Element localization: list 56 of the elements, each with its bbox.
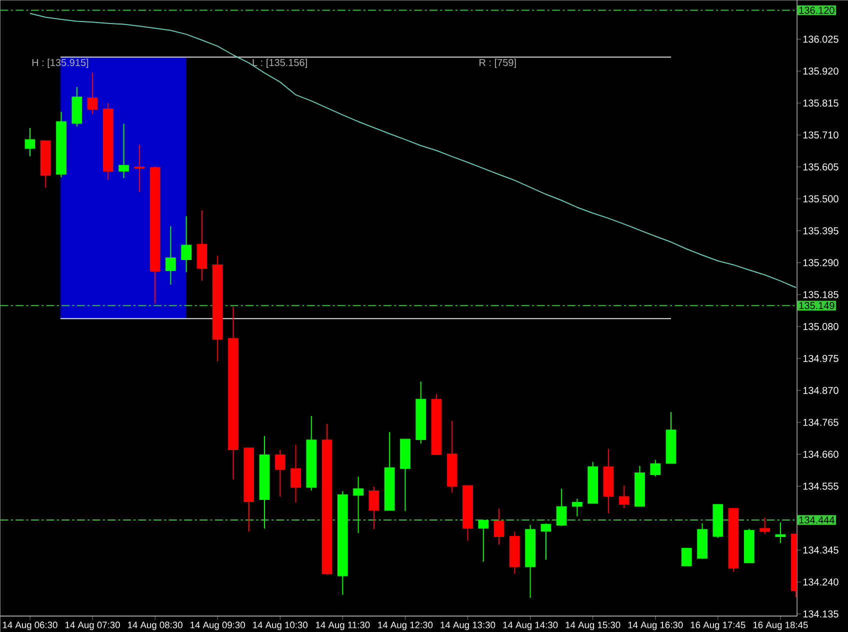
candlestick: [572, 498, 582, 517]
x-tick-label: 14 Aug 10:30: [253, 622, 308, 630]
y-tick-label: 134.555: [803, 482, 838, 490]
y-tick-label: 135.080: [803, 322, 838, 330]
x-tick-label: 14 Aug 08:30: [128, 622, 182, 630]
candlestick: [760, 517, 770, 534]
candlestick: [87, 72, 98, 114]
candlestick: [118, 123, 129, 179]
candlestick: [681, 548, 692, 566]
candlestick: [618, 485, 630, 509]
candlestick: [540, 522, 552, 560]
y-tick-label: 135.815: [803, 99, 838, 107]
y-tick-label: 135.500: [803, 195, 838, 202]
ref-line-label: 135.149: [799, 302, 834, 310]
x-tick-label: 14 Aug 13:30: [440, 622, 496, 630]
annotation: R : [759]: [480, 58, 516, 68]
candlestick: [274, 449, 286, 498]
candlestick: [24, 127, 36, 157]
candlestick: [556, 488, 567, 527]
x-tick-label: 14 Aug 09:30: [190, 622, 245, 630]
y-tick-label: 135.920: [803, 68, 838, 75]
x-tick-label: 14 Aug 07:30: [65, 622, 120, 630]
y-tick-label: 135.710: [803, 131, 838, 138]
y-tick-label: 134.240: [803, 578, 838, 586]
x-tick-label: 16 Aug 18:45: [753, 622, 808, 630]
x-tick-label: 14 Aug 16:30: [628, 622, 683, 630]
y-tick-label: 135.395: [803, 227, 838, 234]
y-tick-label: 136.025: [803, 36, 838, 43]
candlestick: [368, 486, 380, 530]
y-tick-label: 135.605: [803, 163, 838, 170]
candlestick: [478, 520, 489, 562]
y-tick-label: 134.975: [803, 354, 838, 362]
candlestick: [134, 144, 145, 193]
candlestick: [290, 444, 301, 504]
y-tick-label: 134.870: [803, 386, 838, 394]
annotation: L : [135.156]: [252, 58, 307, 68]
x-tick-label: 14 Aug 11:30: [316, 622, 370, 630]
candlestick: [166, 226, 176, 286]
ref-line-label: 136.120: [799, 6, 834, 14]
y-tick-label: 135.290: [803, 259, 838, 266]
x-tick-label: 14 Aug 06:30: [2, 622, 58, 630]
x-tick-label: 14 Aug 14:30: [503, 622, 558, 630]
ref-line-label: 134.444: [799, 516, 834, 524]
y-tick-label: 134.765: [803, 418, 838, 426]
y-tick-label: 134.660: [803, 450, 838, 458]
candlestick: [494, 508, 504, 546]
candlestick: [650, 459, 661, 477]
x-tick-label: 16 Aug 17:45: [690, 622, 746, 630]
x-tick-label: 14 Aug 15:30: [566, 622, 620, 630]
y-tick-label: 134.345: [803, 546, 838, 554]
y-tick-label: 134.135: [803, 610, 838, 618]
candlestick: [181, 216, 192, 273]
candlestick: [353, 476, 364, 534]
candlestick: [775, 522, 786, 544]
x-tick-label: 14 Aug 12:30: [378, 622, 433, 630]
y-tick-label: 135.185: [803, 291, 838, 298]
